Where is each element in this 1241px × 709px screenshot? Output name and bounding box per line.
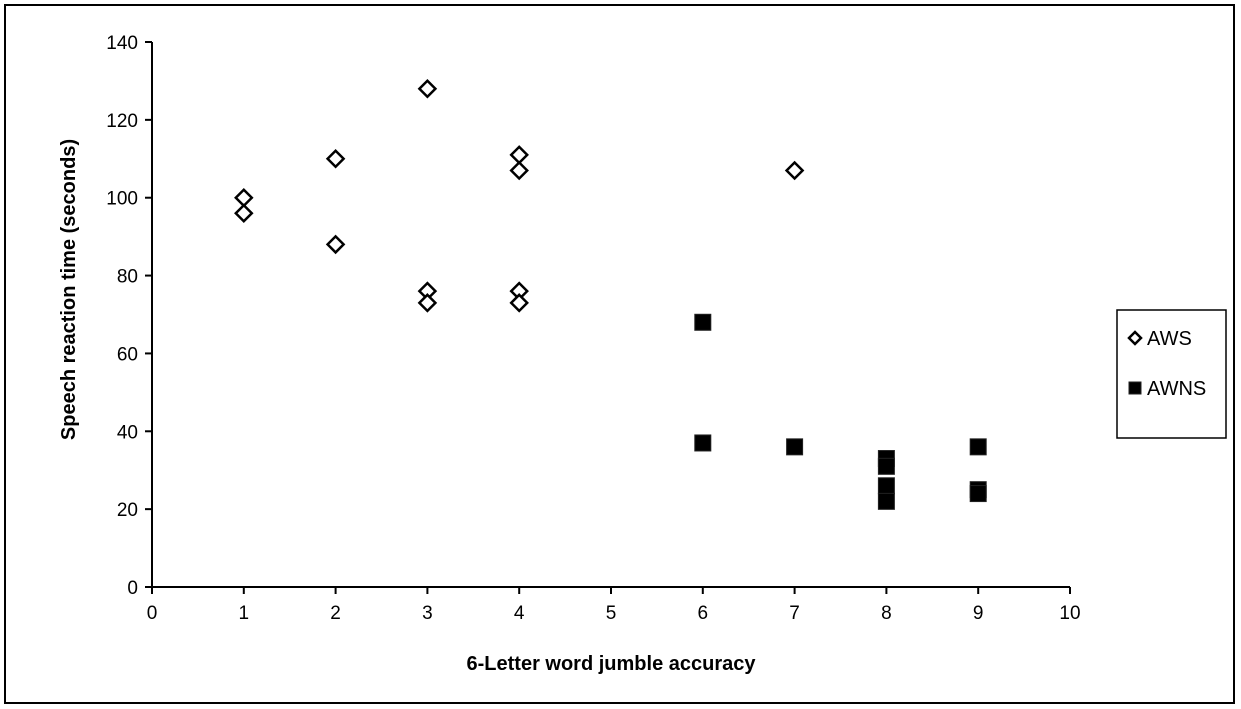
aws-point	[417, 293, 438, 313]
x-tick-label: 6	[698, 603, 709, 624]
x-tick-label: 5	[606, 603, 617, 624]
y-tick-label: 60	[117, 344, 138, 365]
legend-label: AWS	[1147, 328, 1192, 350]
awns-point	[786, 438, 804, 456]
aws-point	[784, 160, 805, 181]
aws-point	[325, 234, 346, 255]
data-points	[234, 78, 987, 510]
legend-label: AWNS	[1147, 378, 1206, 400]
awns-point	[877, 477, 895, 495]
y-axis-title: Speech reaction time (seconds)	[58, 139, 80, 440]
awns-point	[969, 438, 987, 456]
x-tick-label: 3	[422, 603, 433, 624]
ticks: 0 20 40 60 80 100 120 140 0 1 2 3 4 5 6 7 8 9 10	[106, 33, 1080, 624]
aws-point	[325, 149, 346, 169]
x-tick-label: 0	[147, 603, 158, 624]
x-tick-label: 1	[239, 603, 250, 624]
x-tick-label: 2	[330, 603, 341, 624]
y-tick-label: 120	[106, 111, 138, 132]
aws-point	[417, 78, 438, 99]
y-tick-label: 80	[117, 267, 138, 288]
aws-point	[509, 160, 529, 181]
y-tick-label: 140	[106, 33, 138, 54]
x-tick-label: 9	[973, 603, 984, 624]
awns-point	[694, 434, 712, 452]
aws-point	[234, 187, 254, 208]
y-tick-label: 0	[127, 578, 138, 599]
y-tick-label: 100	[106, 189, 138, 210]
legend: AWS AWNS	[1116, 309, 1227, 439]
aws-point	[509, 145, 529, 165]
x-tick-label: 7	[789, 603, 800, 624]
x-axis-title: 6-Letter word jumble accuracy	[467, 653, 757, 675]
awns-point	[877, 457, 895, 475]
x-tick-label: 10	[1059, 603, 1080, 624]
x-tick-label: 8	[881, 603, 892, 624]
awns-point	[694, 313, 712, 331]
legend-awns-marker	[1128, 381, 1142, 395]
y-tick-label: 20	[117, 500, 138, 521]
awns-point	[969, 485, 987, 503]
y-tick-label: 40	[117, 422, 138, 443]
aws-point	[234, 203, 254, 224]
awns-point	[877, 492, 895, 510]
x-tick-label: 4	[514, 603, 525, 624]
axes	[151, 42, 1070, 588]
legend-aws-marker	[1127, 330, 1143, 346]
aws-point	[509, 293, 529, 313]
